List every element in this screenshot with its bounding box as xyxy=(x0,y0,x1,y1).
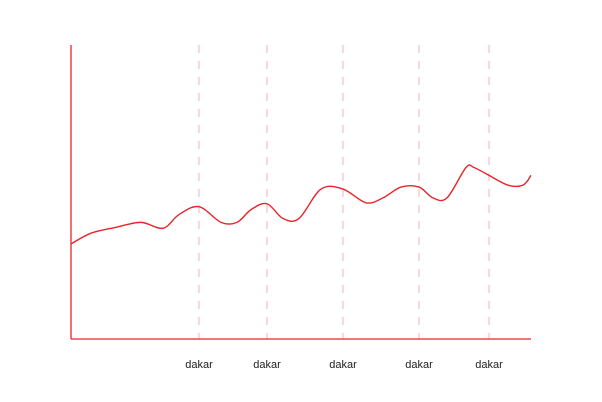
grid-layer xyxy=(198,45,490,339)
x-tick-label-5: dakar xyxy=(475,359,503,371)
x-tick-label-4: dakar xyxy=(405,359,433,371)
x-tick-label-2: dakar xyxy=(253,359,281,371)
series-line-1 xyxy=(70,164,532,245)
x-tick-labels: dakar dakar dakar dakar dakar xyxy=(185,359,503,371)
series-layer xyxy=(70,164,532,245)
x-tick-label-1: dakar xyxy=(185,359,213,371)
axes xyxy=(70,45,531,340)
x-tick-label-3: dakar xyxy=(329,359,357,371)
